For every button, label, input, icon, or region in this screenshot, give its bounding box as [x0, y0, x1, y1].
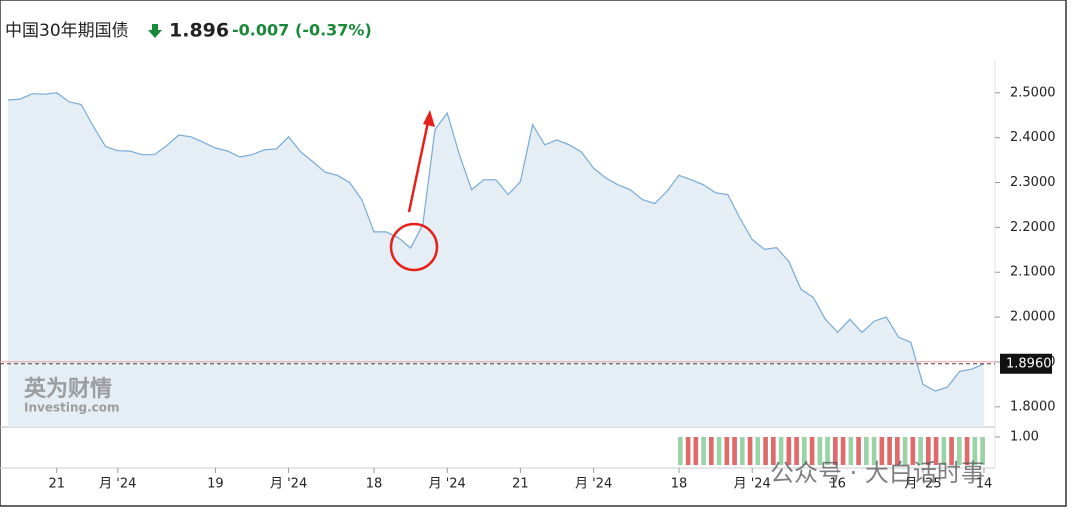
x-tick-label: 月 '24: [734, 477, 771, 492]
volume-bar: [693, 437, 699, 465]
x-tick-label: 19: [207, 477, 224, 492]
volume-bar: [972, 437, 978, 465]
watermark-account: 公众号 · 大白话时事: [770, 459, 985, 487]
x-tick-label: 14: [976, 477, 993, 492]
volume-bar: [949, 437, 954, 465]
volume-bar: [740, 437, 745, 465]
x-tick-label: 月 '25: [904, 477, 941, 492]
x-tick-label: 月 '24: [99, 477, 136, 492]
y-tick-label: 2.2000: [1010, 220, 1056, 235]
volume-bar: [685, 437, 691, 465]
area: [8, 92, 984, 428]
volume-bar: [809, 437, 815, 465]
volume-bar: [716, 437, 722, 465]
y-tick-label: 2.4000: [1010, 130, 1056, 145]
volume-bar: [933, 437, 939, 465]
volume-bar: [755, 437, 761, 465]
y-tick-label: 2.0000: [1010, 310, 1056, 325]
volume-bar: [786, 437, 792, 465]
x-tick-label: 16: [829, 477, 846, 492]
volume-bar: [732, 437, 737, 465]
volume-bar: [957, 437, 962, 465]
volume-bar: [709, 437, 714, 465]
x-tick-label: 月 '24: [429, 477, 466, 492]
x-tick-label: 月 '24: [575, 477, 612, 492]
last-price-label: 1.8960: [1006, 356, 1052, 371]
watermark-brand: 英为财情: [24, 376, 112, 402]
plot: 1.80001.90002.00002.10002.20002.30002.40…: [0, 85, 1056, 492]
volume-bar: [802, 437, 807, 465]
last-price-box: [1000, 353, 1052, 374]
x-tick-label: 21: [512, 477, 529, 492]
annotation-arrowhead: [423, 110, 435, 127]
volume-bar: [856, 437, 861, 465]
line: [7, 92, 985, 392]
volume-bar: [817, 437, 823, 465]
x-tick-label: 18: [671, 477, 688, 492]
annotation-circle: [389, 222, 439, 272]
volume-bar: [879, 437, 885, 465]
change-pct: (-0.37%): [295, 21, 372, 40]
x-tick-label: 18: [366, 477, 383, 492]
volume-bar: [701, 437, 706, 465]
volume-bar: [833, 437, 838, 465]
volume-bar: [926, 437, 931, 465]
volume-bar: [747, 437, 753, 465]
y-tick-label: 2.3000: [1010, 175, 1056, 190]
volume-bar: [763, 437, 768, 465]
y-tick-label: 2.1000: [1010, 265, 1056, 280]
volume-bar: [864, 437, 869, 465]
volume-bar: [918, 437, 923, 465]
volume-bar: [980, 437, 985, 465]
change: -0.007: [232, 21, 289, 40]
volume-tick-label: 1.00: [1010, 430, 1039, 445]
volume-bar: [941, 437, 947, 465]
annotation-arrow: [407, 121, 430, 213]
chart-title: 中国30年期国债: [5, 21, 129, 41]
volume-bar: [887, 437, 892, 465]
volume-bar: [825, 437, 830, 465]
volume-bar: [895, 437, 900, 465]
x-tick-label: 21: [49, 477, 66, 492]
volume-bar: [778, 437, 784, 465]
volume-bar: [848, 437, 854, 465]
y-tick-label: 1.8000: [1010, 399, 1056, 414]
volume-bar: [871, 437, 877, 465]
volume-bar: [771, 437, 776, 465]
volume-bar: [724, 437, 730, 465]
price: 1.896: [169, 20, 229, 42]
volume-bar: [902, 437, 908, 465]
volume-bar: [678, 437, 683, 465]
watermark-site: Investing.com: [24, 401, 120, 415]
volume-bar: [964, 437, 970, 465]
x-tick-label: 月 '24: [270, 477, 307, 492]
y-tick-label: 2.5000: [1010, 85, 1056, 100]
volume-bar: [794, 437, 799, 465]
volume-bar: [910, 437, 916, 465]
down-arrow-icon: [148, 24, 162, 38]
volume-bar: [840, 437, 846, 465]
